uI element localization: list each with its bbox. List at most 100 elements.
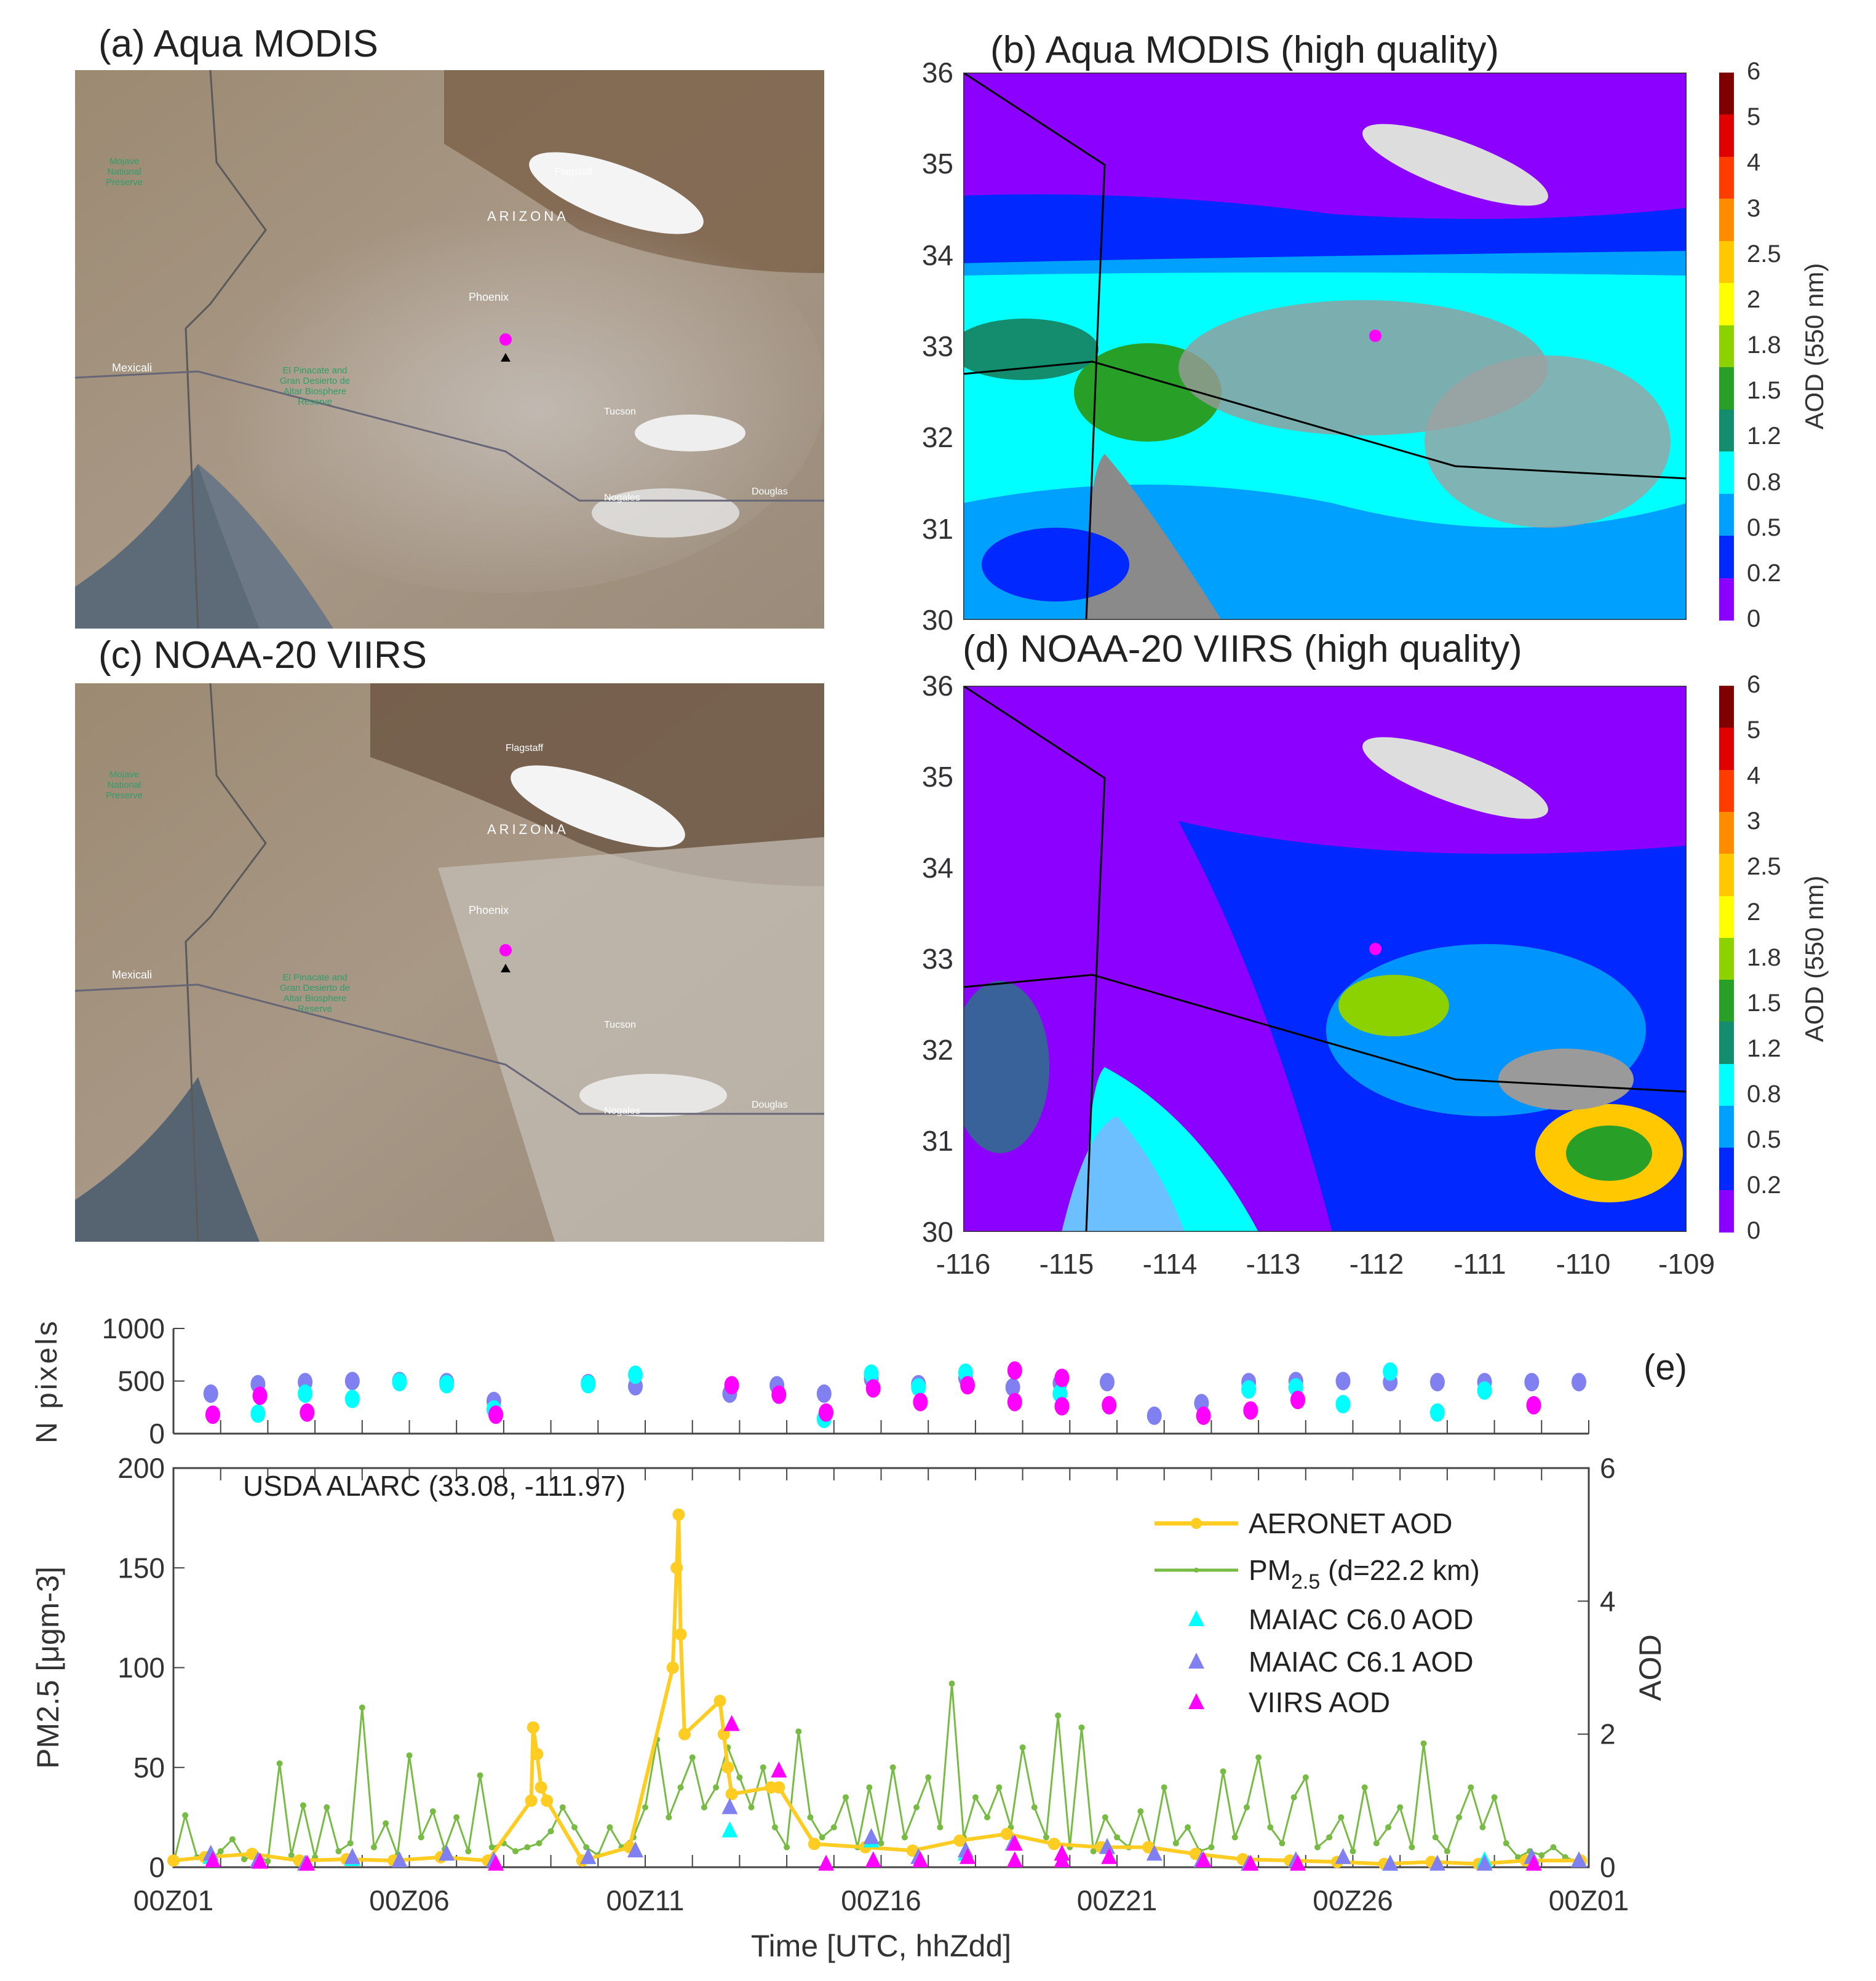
legend-label: MAIAC C6.0 AOD xyxy=(1249,1603,1474,1635)
pm25-point xyxy=(913,1804,920,1811)
npix-point-c61 xyxy=(203,1384,218,1403)
pm25-line xyxy=(172,1683,1578,1864)
colorbar-segment xyxy=(1719,283,1734,326)
legend-triangle-swatch xyxy=(1188,1610,1204,1626)
site-marker xyxy=(1369,943,1381,955)
viirs-aod-point xyxy=(912,1851,929,1868)
pm25-point xyxy=(1503,1840,1509,1847)
pm25-point xyxy=(819,1834,825,1841)
colorbar-tick-label: 6 xyxy=(1747,58,1761,85)
pm25-point xyxy=(1185,1824,1191,1831)
aeronet-aod-point xyxy=(541,1794,554,1807)
main-right-y-tick-label: 6 xyxy=(1600,1452,1616,1484)
map-label-mojave-preserve: Mojave National Preserve xyxy=(105,769,143,801)
panel-a-true-color-image: ARIZONA Phoenix Flagstaff Mexicali Tucso… xyxy=(75,70,824,629)
pm25-point xyxy=(488,1844,495,1851)
colorbar-tick-label: 5 xyxy=(1747,717,1761,744)
viirs-aod-point xyxy=(1290,1854,1306,1871)
pm25-point xyxy=(972,1794,979,1801)
colorbar-segment xyxy=(1719,240,1734,284)
aeronet-aod-point xyxy=(535,1781,547,1794)
legend-marker-swatch xyxy=(1191,1518,1202,1529)
colorbar-segment xyxy=(1719,980,1734,1023)
npix-point-c61 xyxy=(1100,1373,1115,1392)
pm25-point xyxy=(465,1848,472,1855)
main-right-y-label: AOD xyxy=(1633,1634,1667,1701)
main-left-y-tick-label: 100 xyxy=(117,1652,165,1684)
lat-tick-label: 35 xyxy=(921,148,953,180)
colorbar-tick-label: 0.2 xyxy=(1747,559,1781,587)
pm25-point xyxy=(1468,1784,1474,1791)
site-marker xyxy=(1369,330,1381,342)
pm25-point xyxy=(866,1784,873,1791)
pm25-point xyxy=(559,1804,566,1811)
colorbar-tick-label: 1.5 xyxy=(1747,990,1781,1017)
map-label-nogales: Nogales xyxy=(604,1106,640,1116)
pm25-point xyxy=(642,1804,648,1811)
colorbar-segment xyxy=(1719,156,1734,200)
aeronet-aod-point xyxy=(527,1721,539,1734)
pm25-point xyxy=(666,1814,672,1820)
aeronet-triangle-marker xyxy=(501,964,511,972)
npix-y-label: N pixels xyxy=(31,1319,63,1443)
npix-point-viirs xyxy=(724,1376,739,1395)
npix-point-viirs xyxy=(1007,1392,1022,1411)
npix-point-c60 xyxy=(250,1404,266,1423)
colorbar-segment xyxy=(1719,686,1734,729)
viirs-aod-point xyxy=(299,1854,316,1871)
main-right-y-tick-label: 2 xyxy=(1600,1718,1616,1750)
colorbar-tick-label: 1.8 xyxy=(1747,944,1781,971)
pm25-point xyxy=(324,1804,330,1811)
pm25-point xyxy=(1137,1808,1144,1815)
map-label-mexicali: Mexicali xyxy=(112,969,152,981)
panel-a-title: (a) Aqua MODIS xyxy=(98,23,378,65)
viirs-aod-point xyxy=(1006,1851,1023,1868)
map-label-flagstaff: Flagstaff xyxy=(555,167,593,177)
colorbar-tick-label: 2.5 xyxy=(1747,240,1781,268)
colorbar-tick-label: 6 xyxy=(1747,671,1761,698)
npix-point-viirs xyxy=(300,1403,315,1422)
aeronet-aod-point xyxy=(666,1661,679,1674)
aeronet-triangle-marker xyxy=(501,353,511,362)
colorbar-segment xyxy=(1719,493,1734,537)
colorbar-segment xyxy=(1719,1148,1734,1191)
colorbar-segment xyxy=(1719,937,1734,981)
pm25-point xyxy=(1102,1814,1108,1820)
lat-tick-label: 34 xyxy=(921,239,953,271)
pm25-point xyxy=(264,1858,271,1865)
pm25-point xyxy=(1479,1824,1486,1831)
aeronet-aod-point xyxy=(725,1788,738,1801)
legend-label: AERONET AOD xyxy=(1249,1507,1452,1539)
pm25-point xyxy=(701,1804,707,1811)
pm25-point xyxy=(477,1772,483,1779)
pm25-point xyxy=(1243,1804,1250,1811)
npix-point-c60 xyxy=(911,1378,926,1397)
pm25-point xyxy=(1302,1774,1309,1781)
panel-e-label: (e) xyxy=(1643,1348,1687,1387)
pm25-point xyxy=(1055,1712,1062,1719)
npix-point-viirs xyxy=(1007,1361,1022,1380)
site-marker xyxy=(499,944,512,956)
maiac-c61-aod-point xyxy=(721,1798,738,1814)
npix-point-viirs xyxy=(1054,1368,1070,1387)
pm25-point xyxy=(1338,1814,1345,1820)
main-x-tick-label: 00Z16 xyxy=(841,1884,921,1916)
colorbar-segment xyxy=(1719,728,1734,771)
colorbar-tick-label: 4 xyxy=(1747,149,1761,177)
pm25-point xyxy=(1172,1840,1179,1847)
pm25-point xyxy=(217,1848,224,1855)
colorbar-segment xyxy=(1719,578,1734,621)
aeronet-aod-point xyxy=(808,1838,821,1851)
main-left-y-tick-label: 0 xyxy=(149,1851,165,1883)
pm25-point xyxy=(1290,1794,1297,1801)
npix-point-viirs xyxy=(205,1405,220,1424)
colorbar-label: AOD (550 nm) xyxy=(1800,875,1829,1042)
pm25-point xyxy=(182,1812,189,1819)
npix-point-c60 xyxy=(1335,1395,1351,1414)
pm25-point xyxy=(748,1804,755,1811)
aeronet-aod-point xyxy=(670,1562,683,1574)
maiac-c61-aod-point xyxy=(1099,1838,1116,1854)
pm25-point xyxy=(1491,1794,1498,1801)
pm25-point xyxy=(807,1814,814,1820)
map-label-mexicali: Mexicali xyxy=(112,362,152,374)
